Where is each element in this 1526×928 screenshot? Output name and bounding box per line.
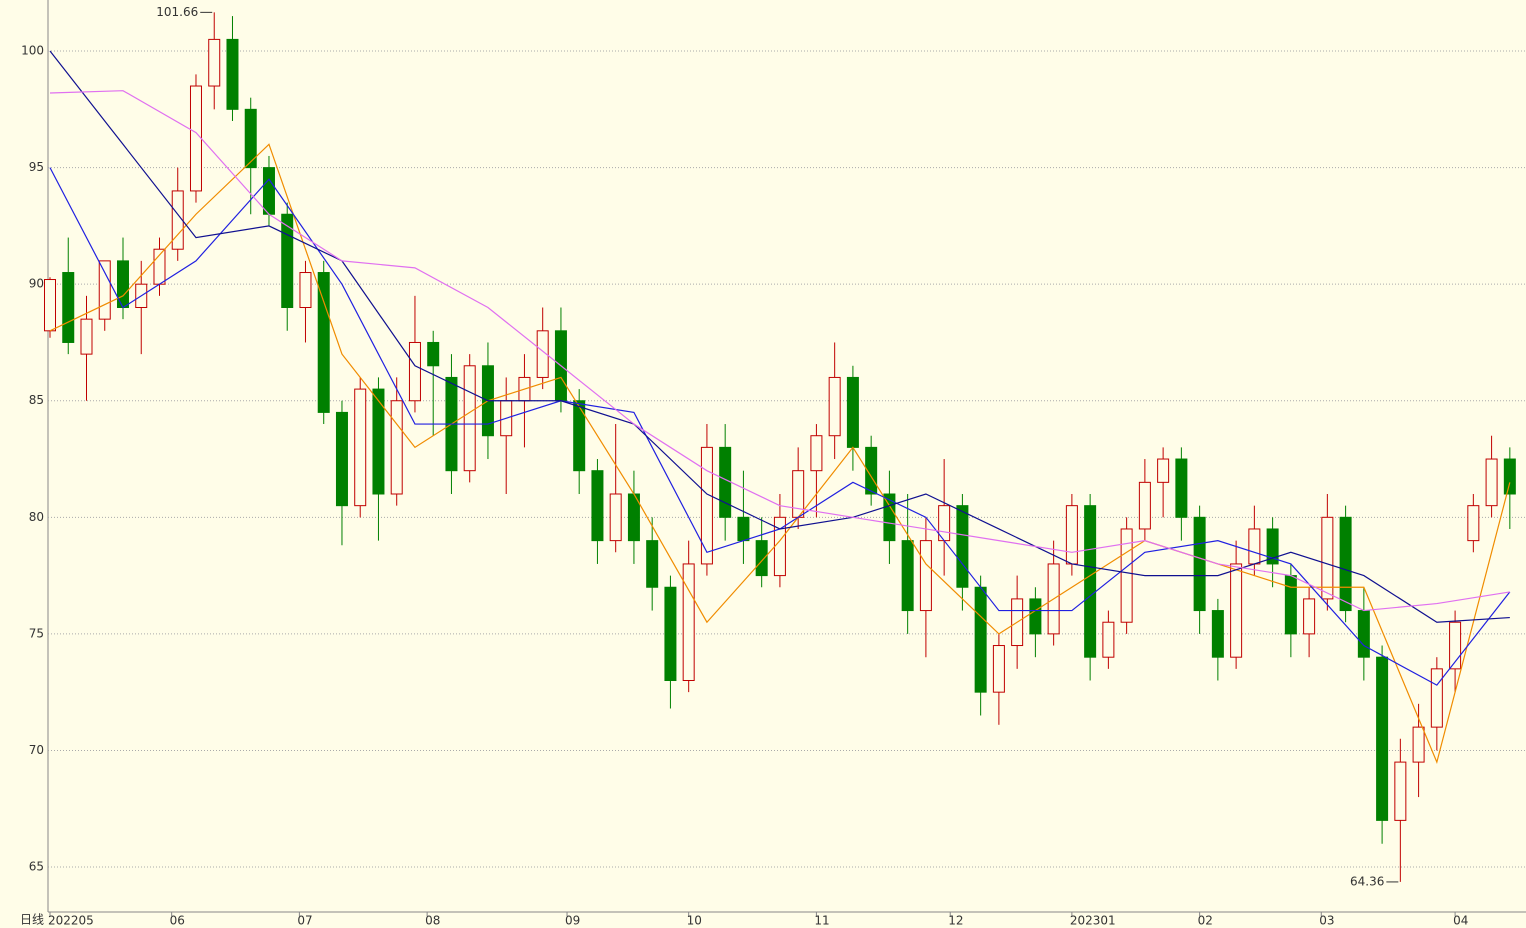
candle-body xyxy=(719,446,732,518)
candle-body xyxy=(244,108,257,169)
candle-body xyxy=(62,272,75,343)
candle-body xyxy=(992,645,1005,693)
candle-body xyxy=(609,493,622,542)
candle-body xyxy=(80,318,93,355)
candle-body xyxy=(700,446,713,565)
candle-body xyxy=(226,38,239,110)
y-tick-label: 70 xyxy=(29,743,44,757)
x-tick-label: 202301 xyxy=(1070,914,1116,928)
candle-body xyxy=(682,563,695,682)
candle-body xyxy=(281,213,294,308)
candle-body xyxy=(44,279,56,332)
candle-body xyxy=(1339,516,1352,612)
candle-body xyxy=(1303,598,1316,635)
y-tick-label: 90 xyxy=(29,277,44,291)
candle-body xyxy=(1266,528,1279,565)
candle-body xyxy=(1084,505,1097,658)
annotation-label: 101.66 xyxy=(156,5,198,19)
candle-body xyxy=(1485,458,1498,507)
y-tick-label: 85 xyxy=(29,393,44,407)
y-tick-label: 75 xyxy=(29,626,44,640)
candle-body xyxy=(189,85,202,192)
candle-body xyxy=(810,435,823,472)
candle-body xyxy=(1120,528,1133,623)
candle-body xyxy=(372,388,385,495)
candle-body xyxy=(1211,610,1224,658)
candle-body xyxy=(1449,621,1462,670)
candle-body xyxy=(98,260,111,320)
candle-body xyxy=(573,400,586,472)
candle-body xyxy=(1175,458,1188,518)
x-tick-label: 10 xyxy=(687,914,702,928)
x-tick-label: 09 xyxy=(565,914,580,928)
candle-body xyxy=(1376,656,1389,821)
moving-average xyxy=(49,90,1510,612)
candle-body xyxy=(755,540,768,577)
candle-body xyxy=(1193,516,1206,612)
candle-body xyxy=(865,446,878,495)
candle-body xyxy=(883,493,896,542)
candle-body xyxy=(536,330,549,378)
candle-body xyxy=(208,38,221,87)
y-tick-label: 65 xyxy=(29,860,44,874)
candle-body xyxy=(390,400,403,495)
candle-body xyxy=(1412,726,1425,763)
period-label: 日线 xyxy=(20,913,44,927)
candle-body xyxy=(901,540,914,612)
y-tick-label: 100 xyxy=(21,44,44,58)
candle-body xyxy=(1357,610,1370,658)
candle-body xyxy=(171,190,184,250)
annotation-label: 64.36 xyxy=(1350,874,1384,888)
candle-body xyxy=(1230,563,1243,658)
candle-body xyxy=(408,341,421,402)
candle-body xyxy=(1503,458,1516,495)
x-tick-label: 07 xyxy=(297,914,312,928)
candle-body xyxy=(1157,458,1170,483)
x-tick-label: 04 xyxy=(1453,914,1468,928)
x-tick-label: 12 xyxy=(948,914,963,928)
x-tick-label: 08 xyxy=(425,914,440,928)
candle-body xyxy=(974,586,987,693)
candle-body xyxy=(956,505,969,588)
candle-body xyxy=(737,516,750,542)
candle-body xyxy=(354,388,367,507)
candle-body xyxy=(1467,505,1480,542)
candle-body xyxy=(1321,516,1334,600)
candle-body xyxy=(1029,598,1042,635)
x-tick-label: 202205 xyxy=(48,914,94,928)
candle-body xyxy=(664,586,677,682)
x-tick-label: 11 xyxy=(814,914,829,928)
candle-body xyxy=(646,540,659,588)
candle-body xyxy=(919,540,932,612)
x-tick-label: 06 xyxy=(170,914,185,928)
candle-body xyxy=(335,411,348,507)
candle-body xyxy=(1138,481,1151,530)
candle-body xyxy=(846,376,859,448)
candle-body xyxy=(299,272,312,308)
y-tick-label: 95 xyxy=(29,160,44,174)
candle-body xyxy=(317,272,330,413)
candle-body xyxy=(1065,505,1078,565)
candle-body xyxy=(792,470,805,518)
candle-body xyxy=(262,167,275,215)
moving-average xyxy=(49,50,1510,623)
y-tick-label: 80 xyxy=(29,510,44,524)
candle-body xyxy=(1430,668,1443,728)
candle-body xyxy=(1248,528,1261,565)
candle-body xyxy=(591,470,604,542)
candle-body xyxy=(828,376,841,437)
candle-body xyxy=(1102,621,1115,658)
candle-body xyxy=(1394,761,1407,821)
candle-body xyxy=(1284,575,1297,635)
x-tick-label: 03 xyxy=(1319,914,1334,928)
candle-body xyxy=(427,341,440,367)
x-tick-label: 02 xyxy=(1198,914,1213,928)
candle-body xyxy=(463,365,476,472)
